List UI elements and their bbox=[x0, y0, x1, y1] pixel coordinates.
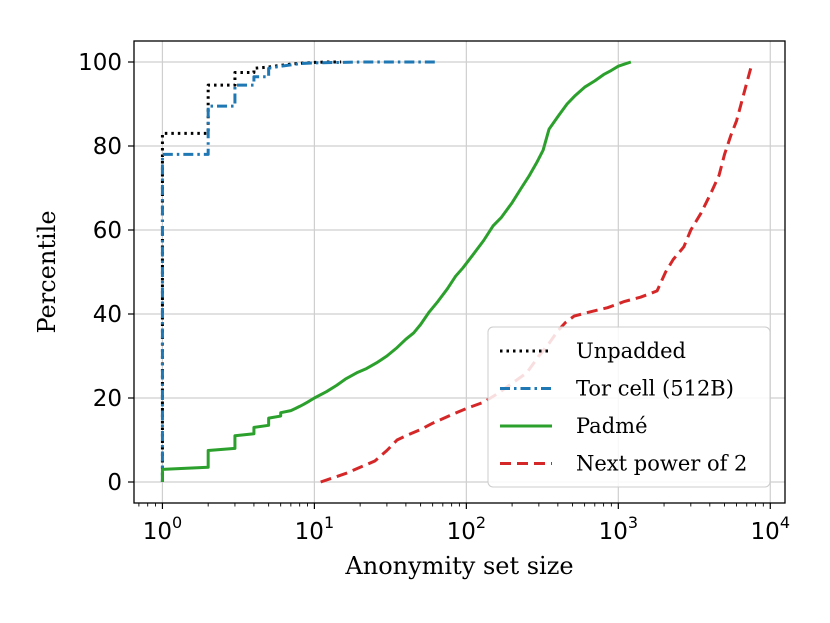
y-tick-label: 40 bbox=[93, 302, 122, 328]
x-tick-label: 104 bbox=[751, 513, 790, 545]
y-axis-title: Percentile bbox=[33, 210, 61, 333]
grid bbox=[134, 41, 785, 503]
legend-label: Padmé bbox=[576, 414, 648, 438]
series-tor-cell-512b-line bbox=[160, 60, 435, 482]
x-tick-label: 102 bbox=[447, 513, 486, 545]
y-tick-label: 0 bbox=[107, 470, 122, 496]
y-axis: 0 20 40 60 80 100 bbox=[78, 50, 134, 496]
series-layer bbox=[160, 60, 753, 484]
y-tick-label: 20 bbox=[93, 386, 122, 412]
y-tick-label: 80 bbox=[93, 134, 122, 160]
series-padm-line bbox=[160, 60, 632, 482]
x-tick-label: 100 bbox=[143, 513, 182, 545]
legend: Unpadded Tor cell (512B) Padmé Next power o… bbox=[487, 326, 771, 488]
x-axis: 100 101 102 103 104 bbox=[138, 503, 790, 545]
legend-label: Tor cell (512B) bbox=[576, 377, 734, 401]
legend-label: Unpadded bbox=[576, 339, 686, 363]
x-axis-title: Anonymity set size bbox=[344, 552, 573, 580]
series-next-power-of-2-line bbox=[320, 65, 753, 484]
legend-box bbox=[487, 326, 771, 488]
x-tick-label: 101 bbox=[295, 513, 334, 545]
x-tick-label: 103 bbox=[599, 513, 638, 545]
y-tick-label: 100 bbox=[78, 50, 122, 76]
legend-label: Next power of 2 bbox=[576, 452, 747, 476]
y-tick-label: 60 bbox=[93, 218, 122, 244]
